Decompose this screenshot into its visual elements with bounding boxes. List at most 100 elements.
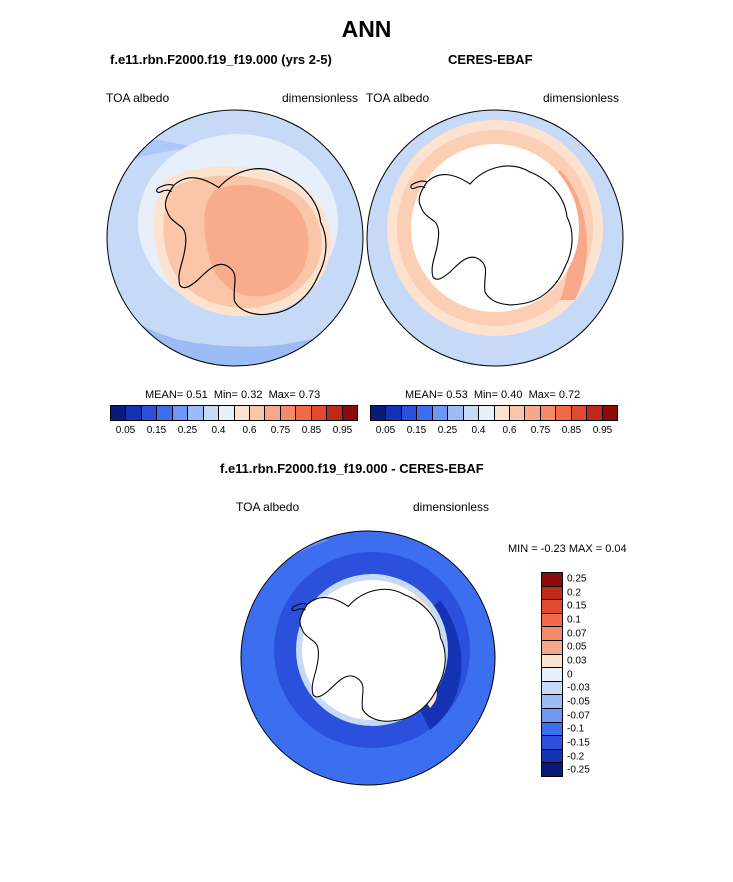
panel-2-colorbar-swatch [509, 406, 526, 420]
panel-1-colorbar-swatch [327, 406, 343, 420]
panel-1-colorbar-swatch [234, 406, 250, 420]
diff-colorbar-tick: 0.05 [567, 641, 587, 653]
panel-1-colorbar-tick: 0.15 [146, 425, 167, 436]
panel-1-colorbar-swatch [203, 406, 220, 420]
diff-colorbar-swatch [542, 749, 562, 764]
panel-1-colorbar-swatch [219, 406, 235, 420]
diff-colorbar-swatch [542, 573, 562, 587]
diff-colorbar-swatch [542, 681, 562, 696]
panel-1-max: 0.73 [298, 389, 321, 401]
panel-1-colorbar-swatch [157, 406, 173, 420]
panel-1-variable-label: TOA albedo [106, 91, 170, 105]
panel-2-colorbar-swatch [525, 406, 541, 420]
diff-min: -0.23 [540, 543, 566, 555]
panel-2-colorbar-ticks: 0.05 0.15 0.25 0.4 0.6 0.75 0.85 0.95 [370, 425, 618, 439]
panel-2-mean: 0.53 [446, 389, 468, 401]
diff-panel-units-label: dimensionless [413, 500, 490, 514]
map-panel-1 [106, 109, 364, 367]
map-panel-2 [366, 109, 624, 367]
panel-2-colorbar-tick: 0.75 [530, 425, 551, 436]
diff-colorbar [541, 572, 563, 777]
diff-max: 0.04 [605, 543, 627, 555]
diff-colorbar-tick: -0.15 [567, 737, 590, 749]
diff-colorbar-swatch [542, 627, 562, 641]
diff-panel-title: f.e11.rbn.F2000.f19_f19.000 - CERES-EBAF [220, 461, 484, 476]
diff-colorbar-swatch [542, 640, 562, 655]
panel-1-colorbar-swatch [249, 406, 266, 420]
panel-2-title: CERES-EBAF [448, 52, 533, 67]
panel-1-colorbar-swatch [111, 406, 127, 420]
panel-2-colorbar-swatch [401, 406, 418, 420]
diff-colorbar-swatch [542, 763, 562, 776]
panel-2-colorbar-swatch [494, 406, 510, 420]
panel-2-colorbar-swatch [432, 406, 449, 420]
panel-2-colorbar [370, 405, 618, 421]
panel-2-min: 0.40 [501, 389, 523, 401]
diff-colorbar-swatch [542, 654, 562, 669]
diff-colorbar-tick: -0.03 [567, 682, 590, 694]
panel-2-colorbar-swatch [556, 406, 572, 420]
diff-colorbar-tick: 0.07 [567, 628, 587, 639]
panel-1-colorbar-ticks: 0.05 0.15 0.25 0.4 0.6 0.75 0.85 0.95 [110, 425, 358, 439]
panel-2-colorbar-swatch [371, 406, 387, 420]
diff-colorbar-swatch [542, 613, 562, 628]
panel-1-colorbar-tick: 0.05 [115, 425, 136, 436]
panel-1-colorbar-tick: 0.85 [301, 425, 322, 436]
diff-colorbar-tick: -0.25 [567, 764, 590, 776]
panel-2-colorbar-tick: 0.6 [502, 425, 517, 436]
panel-2-colorbar-swatch [479, 406, 495, 420]
panel-1-colorbar-swatch [280, 406, 297, 420]
panel-2-colorbar-swatch [540, 406, 557, 420]
panel-2-colorbar-tick: 0.15 [406, 425, 427, 436]
panel-2-colorbar-swatch [448, 406, 464, 420]
panel-1-mean: 0.51 [186, 389, 208, 401]
diff-colorbar-tick: -0.1 [567, 723, 585, 735]
panel-2-max: 0.72 [558, 389, 581, 401]
diff-colorbar-swatch [542, 695, 562, 709]
panel-1-colorbar-swatch [342, 406, 357, 420]
diff-colorbar-tick: 0.25 [567, 573, 587, 585]
panel-1-title: f.e11.rbn.F2000.f19_f19.000 (yrs 2-5) [110, 52, 332, 67]
panel-2-units-label: dimensionless [543, 91, 620, 105]
diff-colorbar-tick: -0.2 [567, 751, 585, 762]
panel-2-colorbar-tick: 0.95 [592, 425, 613, 436]
diff-colorbar-tick: -0.07 [567, 710, 590, 721]
diff-colorbar-swatch [542, 600, 562, 614]
diff-colorbar-tick: 0.15 [567, 600, 587, 612]
panel-2-colorbar-tick: 0.85 [561, 425, 582, 436]
diff-colorbar-swatch [542, 708, 562, 723]
panel-2-colorbar-swatch [463, 406, 480, 420]
map-panel-diff [240, 530, 496, 786]
panel-1-colorbar-tick: 0.75 [270, 425, 291, 436]
diff-colorbar-swatch [542, 722, 562, 737]
diff-colorbar-tick: -0.05 [567, 696, 590, 708]
panel-2-stats: MEAN= 0.53 Min= 0.40 Max= 0.72 [405, 389, 581, 401]
panel-1-colorbar [110, 405, 358, 421]
panel-1-colorbar-swatch [141, 406, 158, 420]
panel-2-colorbar-tick: 0.25 [437, 425, 458, 436]
panel-2-colorbar-swatch [587, 406, 603, 420]
diff-panel-variable-label: TOA albedo [236, 500, 300, 514]
panel-1-colorbar-tick: 0.4 [211, 425, 226, 436]
panel-1-colorbar-tick: 0.25 [177, 425, 198, 436]
panel-1-colorbar-swatch [126, 406, 142, 420]
diff-colorbar-swatch [542, 668, 562, 682]
panel-1-colorbar-swatch [311, 406, 328, 420]
panel-1-stats: MEAN= 0.51 Min= 0.32 Max= 0.73 [145, 389, 321, 401]
panel-2-colorbar-swatch [386, 406, 402, 420]
panel-2-colorbar-tick: 0.4 [471, 425, 486, 436]
panel-2-colorbar-tick: 0.05 [375, 425, 396, 436]
panel-1-colorbar-swatch [265, 406, 281, 420]
panel-1-colorbar-swatch [296, 406, 312, 420]
diff-colorbar-swatch [542, 736, 562, 750]
panel-1-colorbar-tick: 0.95 [332, 425, 353, 436]
panel-2-colorbar-swatch [571, 406, 588, 420]
diff-colorbar-tick: 0.2 [567, 587, 581, 598]
panel-2-colorbar-swatch [417, 406, 433, 420]
panel-1-colorbar-swatch [188, 406, 204, 420]
panel-1-colorbar-tick: 0.6 [242, 425, 257, 436]
diff-colorbar-swatch [542, 586, 562, 601]
panel-2-variable-label: TOA albedo [366, 91, 430, 105]
diff-colorbar-tick: 0.1 [567, 614, 581, 626]
